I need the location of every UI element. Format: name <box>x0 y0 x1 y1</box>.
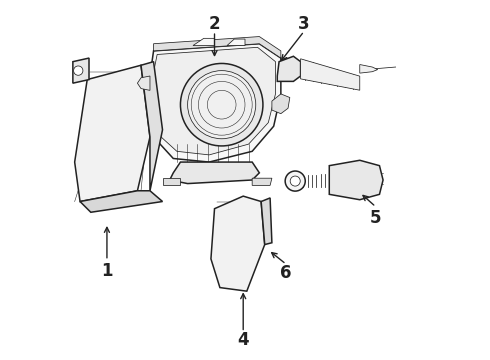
Circle shape <box>74 66 83 75</box>
Circle shape <box>285 171 305 191</box>
Polygon shape <box>360 64 378 73</box>
Polygon shape <box>300 59 360 90</box>
Polygon shape <box>329 160 383 200</box>
Polygon shape <box>73 58 89 83</box>
Polygon shape <box>277 56 300 81</box>
Polygon shape <box>141 62 163 191</box>
Text: 3: 3 <box>298 15 310 33</box>
Text: 5: 5 <box>370 209 382 227</box>
Polygon shape <box>74 65 150 202</box>
Text: 4: 4 <box>237 330 249 348</box>
Text: 6: 6 <box>280 264 292 282</box>
Circle shape <box>188 71 256 139</box>
Polygon shape <box>80 191 163 212</box>
Polygon shape <box>211 196 265 291</box>
Polygon shape <box>153 37 281 58</box>
Polygon shape <box>193 39 215 45</box>
Text: 1: 1 <box>101 262 113 280</box>
Polygon shape <box>153 47 275 155</box>
Polygon shape <box>170 162 259 184</box>
Polygon shape <box>252 178 272 185</box>
Polygon shape <box>150 44 281 162</box>
Polygon shape <box>272 94 290 114</box>
Polygon shape <box>137 76 150 90</box>
Polygon shape <box>163 178 180 185</box>
Polygon shape <box>227 39 245 45</box>
Polygon shape <box>261 198 272 244</box>
Circle shape <box>180 63 263 146</box>
Circle shape <box>290 176 300 186</box>
Text: 2: 2 <box>209 15 221 33</box>
